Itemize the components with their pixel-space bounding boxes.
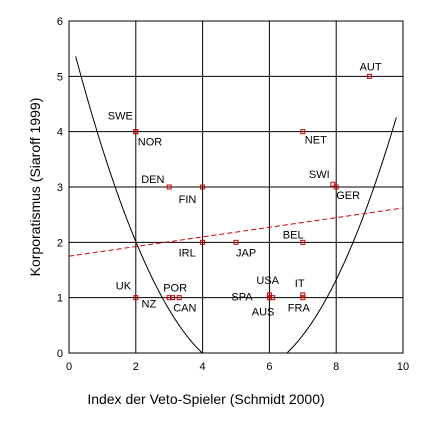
- x-tick-label: 10: [397, 361, 409, 373]
- point-label-por: POR: [163, 283, 187, 295]
- data-point-aus: [270, 295, 276, 301]
- point-label-jap: JAP: [236, 247, 256, 259]
- x-tick-labels: 0 2 4 6 8 10: [66, 361, 409, 373]
- point-label-irl: IRL: [179, 247, 196, 259]
- x-tick-label: 8: [333, 361, 339, 373]
- point-label-spa: SPA: [231, 292, 253, 304]
- point-label-fra: FRA: [288, 303, 311, 315]
- data-point-it: [300, 292, 306, 298]
- data-point-bel: [300, 239, 306, 245]
- y-tick-labels: 0 1 2 3 4 5 6: [57, 16, 63, 360]
- data-point-por: [166, 295, 172, 301]
- y-tick-label: 5: [57, 71, 63, 83]
- data-point-irl: [200, 239, 206, 245]
- x-tick-label: 0: [66, 361, 72, 373]
- point-label-nor: NOR: [138, 137, 163, 149]
- point-label-net: NET: [305, 135, 327, 147]
- point-label-ger: GER: [336, 190, 360, 202]
- data-points: [133, 73, 373, 301]
- data-point-aut: [367, 73, 373, 79]
- grid: [69, 21, 403, 353]
- linear-fit-line: [68, 207, 404, 257]
- y-tick-label: 1: [57, 293, 63, 305]
- point-label-fin: FIN: [179, 194, 197, 206]
- data-point-usa: [266, 292, 272, 298]
- fit-lines: [68, 56, 404, 354]
- data-point-can: [176, 295, 182, 301]
- plot-frame: [68, 20, 404, 354]
- point-label-bel: BEL: [283, 229, 304, 241]
- point-label-usa: USA: [256, 275, 279, 287]
- data-point-fra: [300, 295, 306, 301]
- data-point-uk: [133, 295, 139, 301]
- data-point-spa: [266, 295, 272, 301]
- x-tick-label: 6: [266, 361, 272, 373]
- quadratic-fit-curve: [75, 56, 397, 354]
- data-point-den: [166, 184, 172, 190]
- data-point-nz: [170, 295, 176, 301]
- data-point-jap: [233, 239, 239, 245]
- x-axis-title: Index der Veto-Spieler (Schmidt 2000): [87, 391, 324, 407]
- data-point-net: [300, 129, 306, 135]
- point-label-aut: AUT: [360, 61, 382, 73]
- point-labels: AUT SWE NOR NET DEN FIN SWI GER BEL IRL JAP UK POR NZ…: [108, 61, 382, 318]
- x-tick-label: 2: [133, 361, 139, 373]
- y-axis-title: Korporatismus (Siaroff 1999): [27, 98, 43, 277]
- y-tick-label: 4: [57, 127, 63, 139]
- data-point-fin: [200, 184, 206, 190]
- x-tick-label: 4: [200, 361, 206, 373]
- point-label-aus: AUS: [252, 307, 275, 319]
- data-point-ger: [333, 184, 339, 190]
- y-tick-label: 0: [57, 348, 63, 360]
- y-tick-label: 3: [57, 182, 63, 194]
- point-label-den: DEN: [141, 174, 164, 186]
- point-label-nz: NZ: [142, 299, 157, 311]
- point-label-swe: SWE: [108, 111, 133, 123]
- y-tick-label: 6: [57, 16, 63, 28]
- data-point-nor: [133, 129, 139, 135]
- point-label-uk: UK: [116, 281, 132, 293]
- point-label-it: IT: [295, 278, 305, 290]
- point-label-swi: SWI: [309, 169, 330, 181]
- point-label-can: CAN: [173, 303, 196, 315]
- data-point-swi: [330, 181, 336, 187]
- y-tick-label: 2: [57, 237, 63, 249]
